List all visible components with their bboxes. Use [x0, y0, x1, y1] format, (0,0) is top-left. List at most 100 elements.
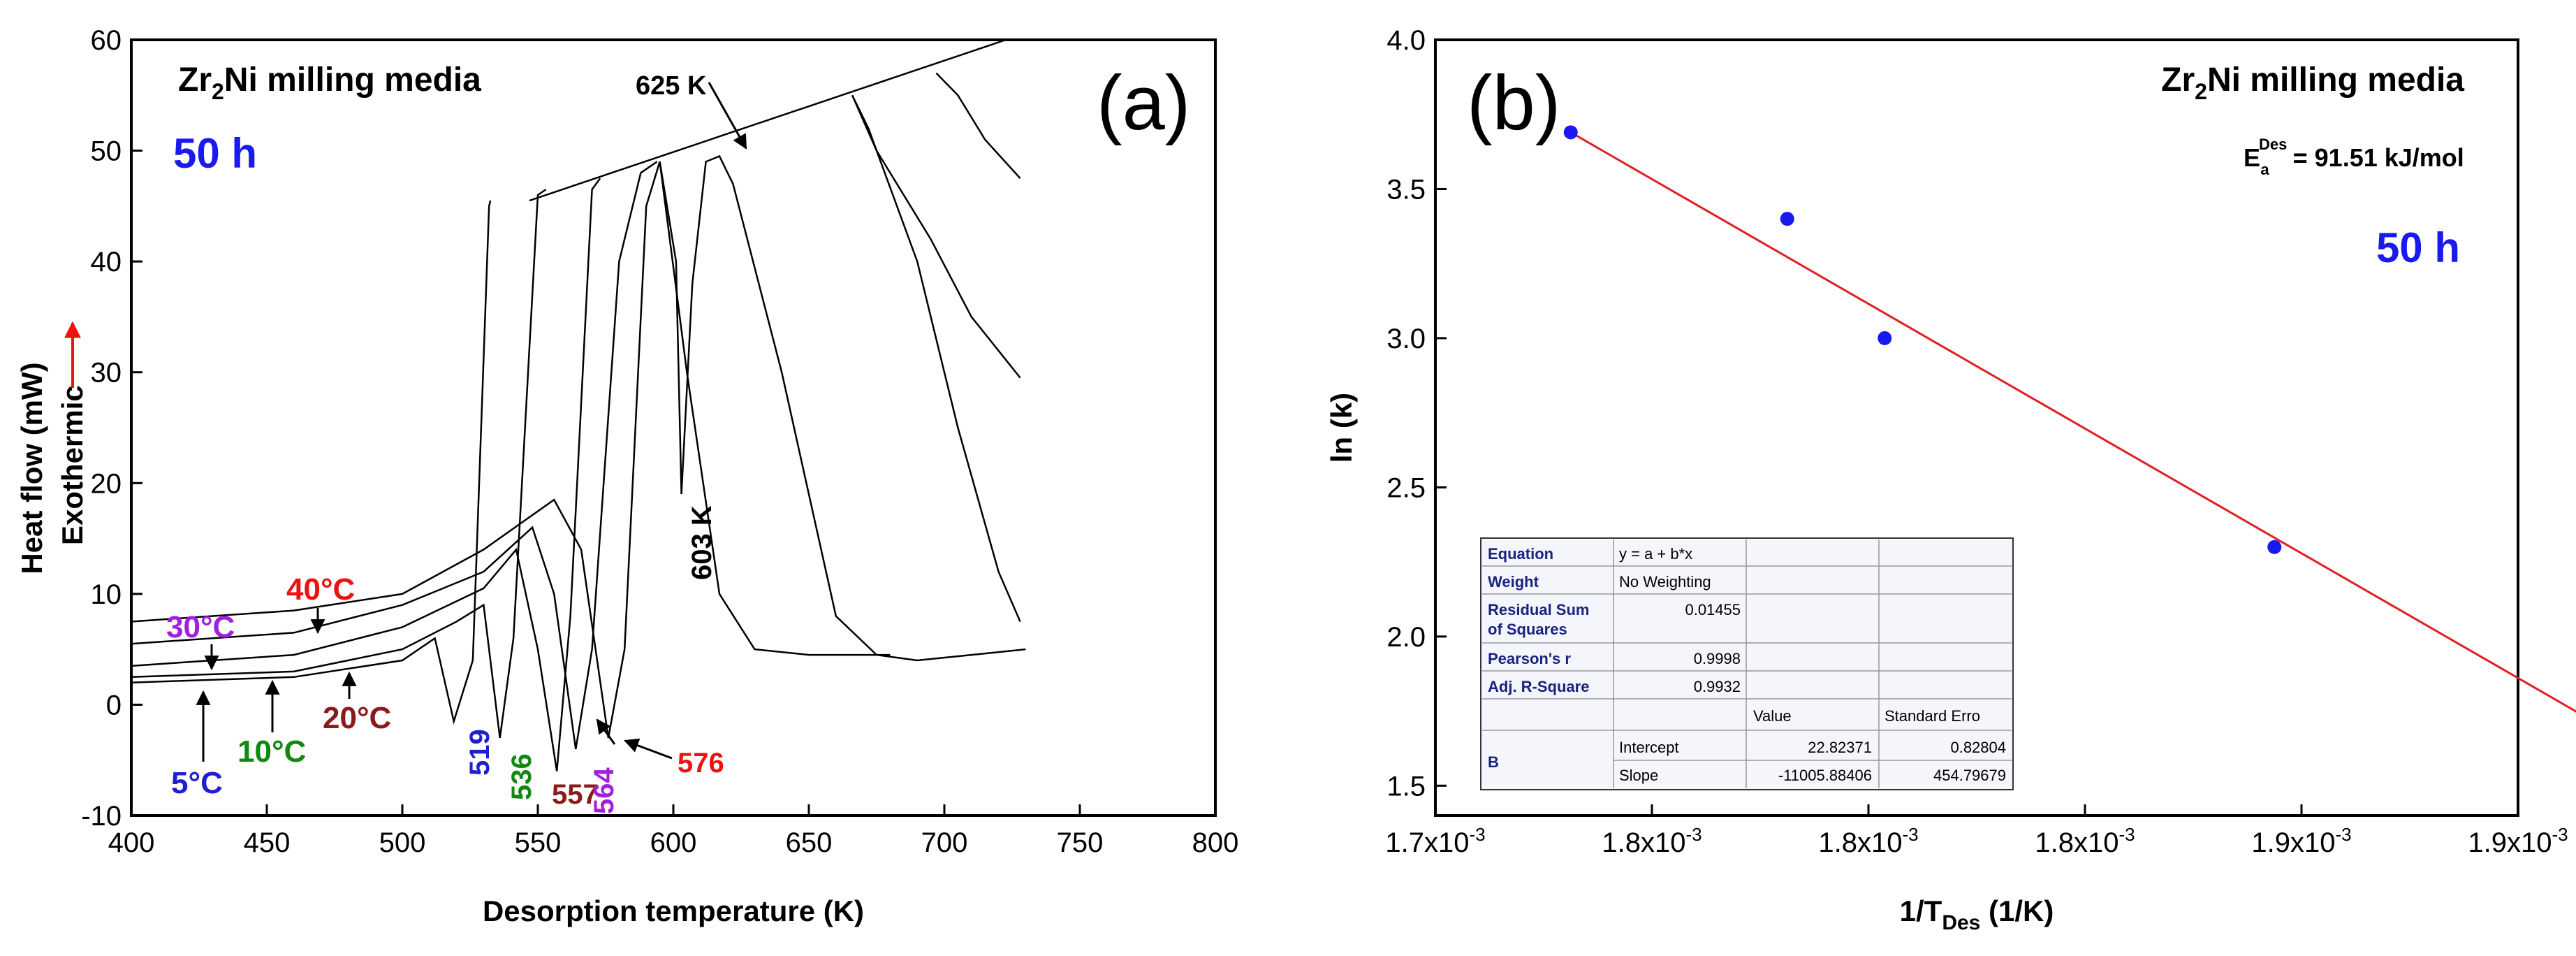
peak-arrow-576	[624, 738, 673, 760]
peak-label-557: 557	[552, 779, 599, 810]
panel-a-y-label-exothermic: Exothermic	[56, 385, 89, 545]
panel-a-title-main: Zr	[178, 61, 212, 99]
panel-a-y-tick-label: 60	[91, 25, 122, 56]
panel-b-title: Zr2Ni milling media	[2161, 61, 2464, 104]
panel-b-y-tick-label: 3.5	[1386, 174, 1426, 205]
panel-a-x-tick-label: 700	[921, 827, 968, 858]
panel-a-x-tick-label: 750	[1057, 827, 1104, 858]
panel-a-y-tick-label: 0	[106, 690, 122, 720]
panel-b-title-sub: 2	[2195, 79, 2207, 104]
panel-b-fit-layer	[1570, 131, 2576, 713]
panel-b-title-main: Zr	[2161, 61, 2195, 99]
panel-a-y-ticks: -10 0 10 20 30 40 50 60	[81, 25, 142, 832]
table-b-label: B	[1488, 753, 1499, 771]
dsc-curve-tail	[659, 161, 891, 656]
data-point	[1780, 212, 1794, 226]
panel-b-x-tick-label: 1.9x10-3	[2468, 824, 2568, 858]
dsc-curve-tail	[851, 94, 1021, 379]
panel-b-x-label-sub: Des	[1942, 911, 1980, 934]
rate-label-30c: 30°C	[166, 610, 235, 644]
panel-a-y-tick-label: 10	[91, 579, 122, 610]
activation-energy-e: E	[2244, 143, 2260, 172]
table-slope-error: 454.79679	[1933, 767, 2006, 784]
panel-b-x-label: 1/TDes (1/K)	[1900, 895, 2054, 934]
data-point	[1563, 125, 1578, 140]
panel-a-x-tick-label: 650	[786, 827, 833, 858]
activation-energy-sub: a	[2260, 161, 2269, 178]
rate-label-20c: 20°C	[323, 701, 391, 735]
table-slope-value: -11005.88406	[1778, 767, 1872, 784]
panel-b-y-tick-label: 1.5	[1386, 771, 1426, 802]
panel-a-y-tick-label: 30	[91, 358, 122, 389]
table-slope-label: Slope	[1619, 767, 1658, 784]
panel-a-chart: 400 450 500 550 600 650 700 750 800 -10 0 10 20 30 40…	[15, 25, 1238, 927]
table-intercept-value: 22.82371	[1808, 739, 1872, 756]
data-point	[1878, 331, 1892, 345]
table-r2-label: Adj. R-Square	[1488, 678, 1589, 695]
regression-table-frame	[1480, 537, 2014, 790]
panel-b-x-tick-label: 1.9x10-3	[2251, 824, 2351, 858]
table-r2-value: 0.9932	[1694, 678, 1741, 695]
table-pearson-value: 0.9998	[1694, 650, 1741, 667]
panel-b-points	[1563, 125, 2282, 554]
panel-a-y-tick-label: 50	[91, 136, 122, 167]
table-rss-label-2: of Squares	[1488, 621, 1567, 638]
panel-b-x-tick-label: 1.8x10-3	[1602, 824, 1702, 858]
panel-a-x-ticks: 400 450 500 550 600 650 700 750 800	[108, 804, 1239, 858]
annotation-625k: 625 K	[636, 71, 707, 101]
table-pearson-label: Pearson's r	[1488, 650, 1571, 667]
panel-a-x-tick-label: 800	[1192, 827, 1239, 858]
panel-a-y-label: Heat flow (mW)	[15, 362, 48, 574]
dsc-curve-tail	[851, 94, 1021, 622]
peak-label-564: 564	[589, 767, 620, 814]
panel-a-x-label: Desorption temperature (K)	[483, 895, 864, 927]
panel-a-x-tick-label: 500	[379, 827, 426, 858]
panel-b-y-label: ln (k)	[1325, 393, 1358, 463]
activation-energy-sup: Des	[2259, 136, 2287, 153]
panel-b-y-ticks: 1.5 2.0 2.5 3.0 3.5 4.0	[1386, 25, 1447, 802]
panel-b-x-tick-label: 1.7x10-3	[1385, 824, 1485, 858]
regression-table: Equation y = a + b*x Weight No Weighting…	[1480, 537, 2014, 790]
panel-a-y-tick-label: 20	[91, 468, 122, 499]
dsc-curve-20c	[131, 178, 601, 772]
panel-a-plot-frame	[130, 38, 1217, 817]
panel-a-x-tick-label: 600	[650, 827, 697, 858]
panel-a-y-tick-label: 40	[91, 247, 122, 277]
dsc-curve-30c	[131, 161, 658, 750]
table-rss-value: 0.01455	[1685, 601, 1741, 618]
panel-a-x-tick-label: 400	[108, 827, 155, 858]
panel-b-plot-frame	[1434, 38, 2519, 817]
table-intercept-label: Intercept	[1619, 739, 1679, 756]
panel-a-title-rest: Ni milling media	[224, 61, 481, 99]
annotation-625k-arrow	[708, 82, 747, 150]
annotation-603k: 603 K	[687, 505, 717, 580]
peak-label-536: 536	[506, 753, 537, 800]
peak-label-576: 576	[678, 748, 724, 778]
dsc-curve-10c	[131, 189, 547, 739]
panel-b-x-label-main: 1/T	[1900, 895, 1942, 927]
dsc-curve-40c	[131, 154, 1026, 739]
panel-a-x-tick-label: 450	[244, 827, 291, 858]
table-weight-label: Weight	[1488, 573, 1539, 591]
panel-b-y-tick-label: 3.0	[1386, 324, 1426, 354]
panel-a-y-tick-label: -10	[81, 801, 122, 832]
panel-b-x-ticks: 1.7x10-3 1.8x10-3 1.8x10-3 1.8x10-3 1.9x10-3…	[1385, 804, 2568, 858]
panel-a-title-sub: 2	[212, 79, 224, 104]
panel-b-label: (b)	[1467, 60, 1560, 146]
panel-a-envelope-line	[529, 38, 1007, 202]
data-point	[2267, 539, 2282, 554]
linear-fit-line	[1570, 131, 2576, 713]
panel-a-curves	[131, 72, 1026, 772]
panel-b-y-tick-label: 4.0	[1386, 25, 1426, 56]
panel-b-chart: 1.7x10-3 1.8x10-3 1.8x10-3 1.8x10-3 1.9x10-3…	[1325, 25, 2576, 934]
table-intercept-error: 0.82804	[1950, 739, 2006, 756]
table-rss-label-1: Residual Sum	[1488, 601, 1589, 618]
panel-a-title: Zr2Ni milling media	[178, 61, 481, 104]
panel-b-title-rest: Ni milling media	[2207, 61, 2464, 99]
table-weight-value: No Weighting	[1619, 573, 1711, 591]
rate-label-40c: 40°C	[286, 572, 355, 607]
panel-b-x-tick-label: 1.8x10-3	[2035, 824, 2135, 858]
rate-label-10c: 10°C	[237, 734, 306, 769]
activation-energy-label: EDes a = 91.51 kJ/mol	[2244, 136, 2464, 178]
